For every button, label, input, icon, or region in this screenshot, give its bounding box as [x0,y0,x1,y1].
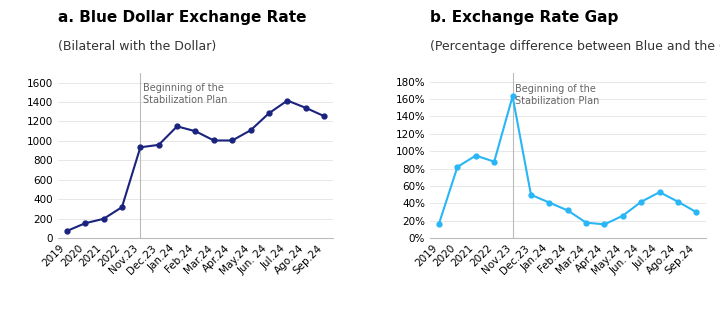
Text: (Bilateral with the Dollar): (Bilateral with the Dollar) [58,40,216,53]
Text: a. Blue Dollar Exchange Rate: a. Blue Dollar Exchange Rate [58,10,306,25]
Text: Beginning of the
Stabilization Plan: Beginning of the Stabilization Plan [516,84,600,106]
Text: b. Exchange Rate Gap: b. Exchange Rate Gap [430,10,618,25]
Text: Beginning of the
Stabilization Plan: Beginning of the Stabilization Plan [143,83,228,105]
Text: (Percentage difference between Blue and the Official Dollar): (Percentage difference between Blue and … [430,40,720,53]
